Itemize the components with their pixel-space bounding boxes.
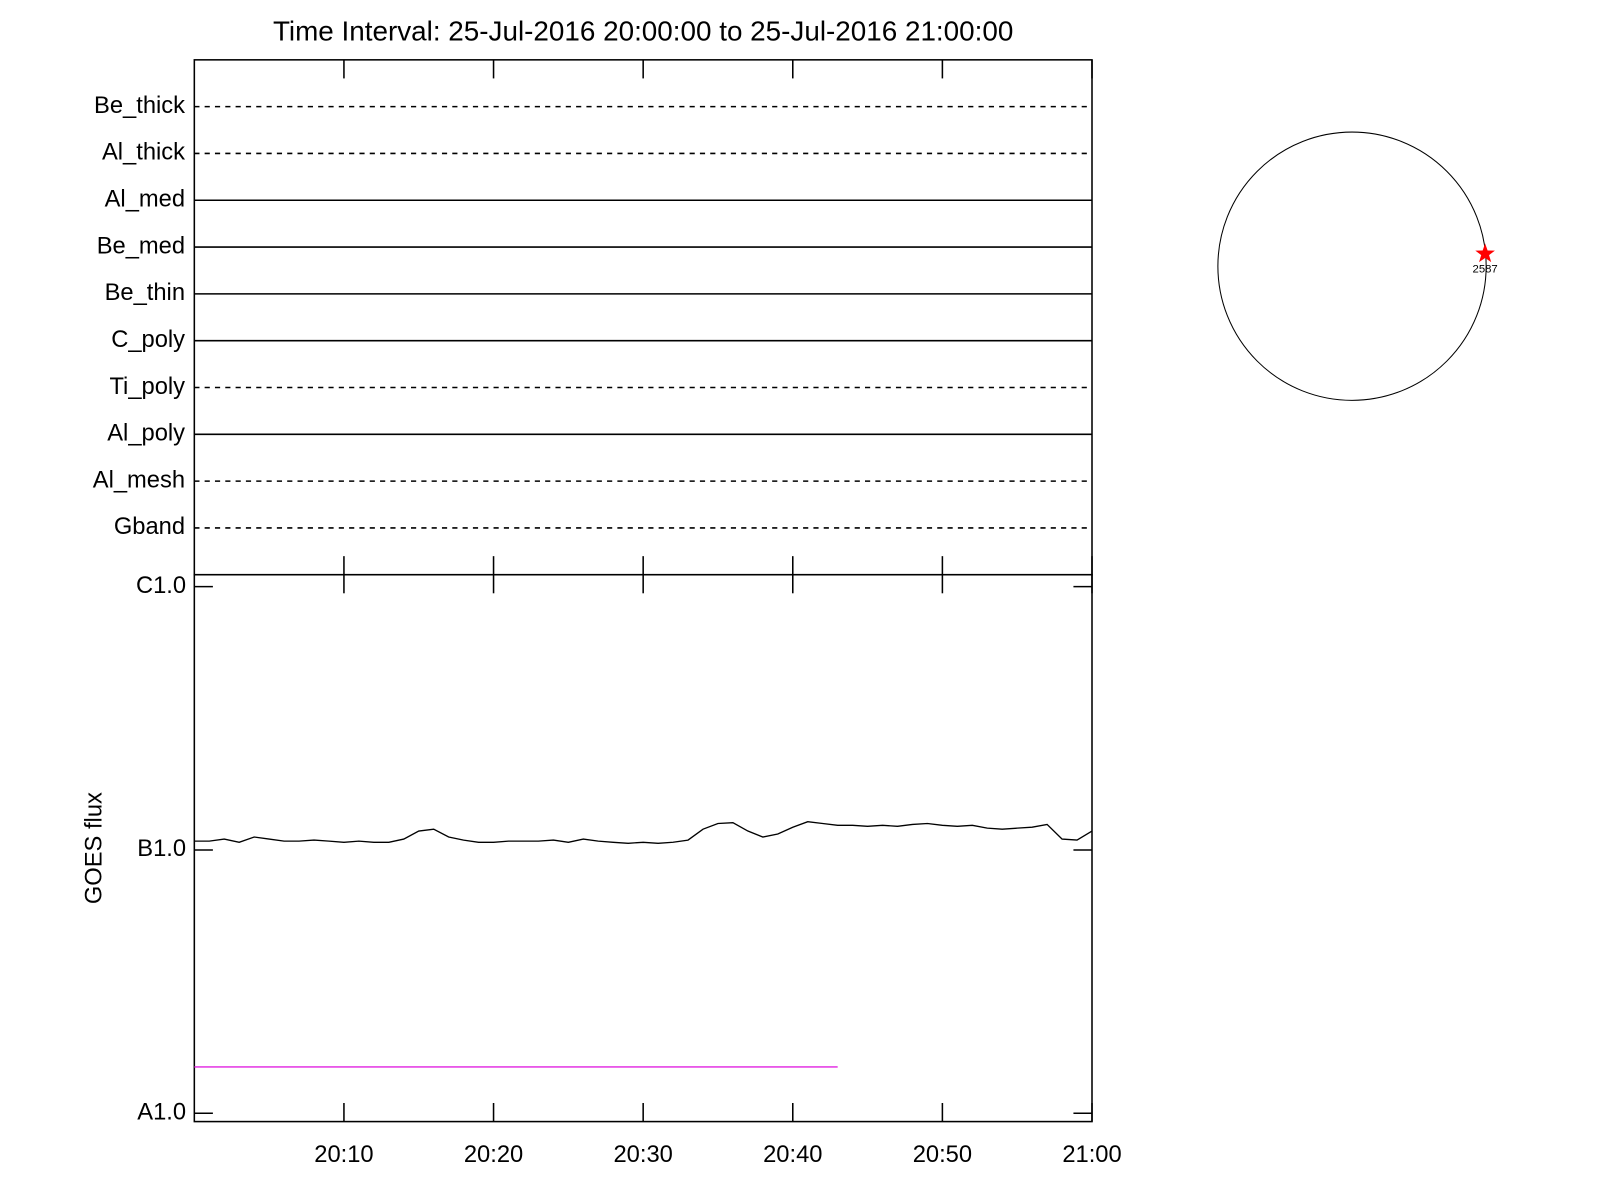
y-tick-label: A1.0 [137, 1100, 186, 1126]
y-tick-label: C1.0 [136, 573, 186, 599]
row-label: Be_thick [94, 93, 185, 119]
row-label: Be_thin [105, 280, 185, 306]
row-label: Al_med [105, 187, 185, 213]
bottom-panel-frame [193, 573, 1093, 1123]
row-label: Al_mesh [93, 467, 185, 493]
row-label: Gband [114, 514, 185, 540]
x-tick-label: 21:00 [1062, 1142, 1121, 1168]
x-tick-label: 20:50 [913, 1142, 972, 1168]
flux-line [194, 821, 1093, 844]
x-tick-label: 20:30 [613, 1142, 672, 1168]
region-marker [1475, 243, 1495, 263]
x-tick-label: 20:40 [763, 1142, 822, 1168]
top-panel-frame [193, 59, 1093, 576]
x-tick-label: 20:20 [464, 1142, 523, 1168]
chart-title: Time Interval: 25-Jul-2016 20:00:00 to 2… [273, 15, 1013, 46]
y-axis-label: GOES flux [82, 792, 108, 904]
y-tick-label: B1.0 [137, 836, 186, 862]
row-label: Ti_poly [109, 374, 185, 400]
solar-disk [1217, 131, 1487, 401]
row-label: Be_med [97, 233, 185, 259]
x-tick-label: 20:10 [314, 1142, 373, 1168]
row-label: C_poly [111, 327, 185, 353]
row-label: Al_thick [102, 140, 185, 166]
region-label: 2587 [1473, 263, 1498, 275]
row-label: Al_poly [107, 421, 185, 447]
